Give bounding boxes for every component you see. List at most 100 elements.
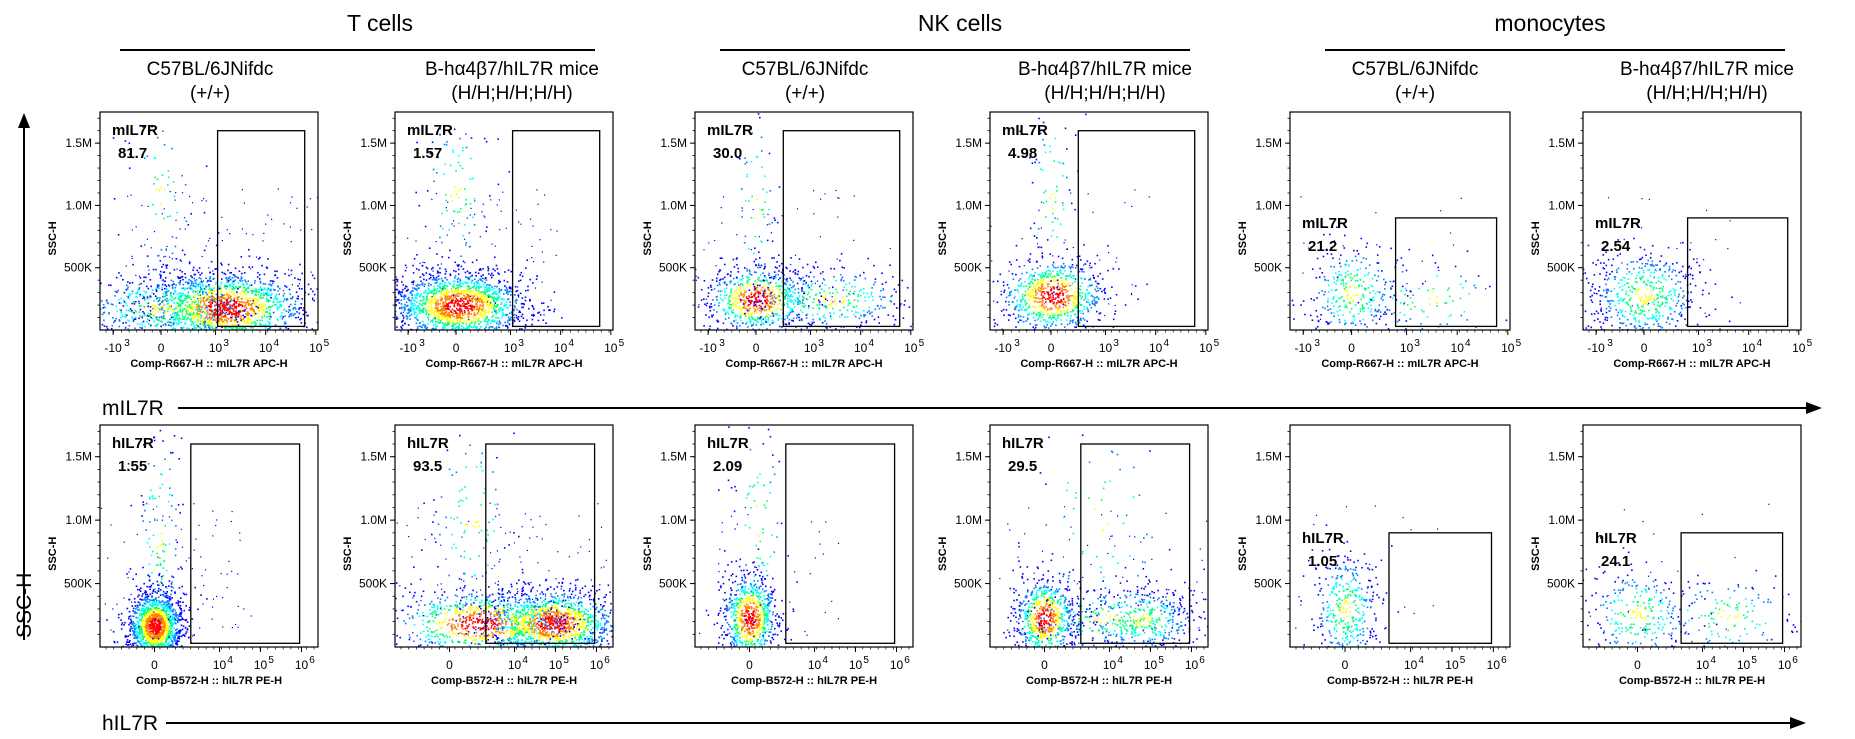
event-dot [475, 299, 478, 301]
event-dot [237, 277, 239, 279]
event-dot [195, 300, 197, 303]
event-dot [151, 292, 154, 294]
event-dot [227, 313, 229, 315]
event-dot [403, 296, 406, 298]
event-dot [181, 293, 183, 296]
event-dot [448, 311, 451, 314]
event-dot [498, 296, 501, 298]
event-dot [201, 283, 204, 286]
event-dot [479, 236, 481, 238]
event-dot [417, 304, 420, 307]
event-dot [156, 297, 159, 299]
event-dot [245, 281, 247, 283]
event-dot [141, 321, 143, 324]
event-dot [394, 332, 396, 334]
event-dot [466, 303, 468, 305]
event-dot [257, 304, 260, 306]
event-dot [290, 315, 293, 317]
event-dot [263, 288, 265, 291]
event-dot [173, 302, 175, 304]
event-dot [473, 305, 475, 308]
event-dot [171, 287, 174, 290]
event-dot [477, 272, 480, 274]
event-dot [218, 318, 220, 321]
event-dot [404, 285, 407, 288]
event-dot [200, 316, 203, 318]
event-dot [453, 128, 456, 131]
event-dot [391, 299, 393, 301]
y-axis-title: SSC-H [342, 221, 354, 255]
event-dot [439, 320, 442, 323]
event-dot [471, 341, 473, 343]
event-dot [459, 304, 461, 307]
event-dot [383, 282, 385, 284]
event-dot [504, 271, 506, 273]
event-dot [539, 239, 541, 241]
event-dot [448, 308, 451, 311]
event-dot [155, 308, 157, 311]
event-dot [459, 338, 461, 340]
event-dot [520, 271, 523, 274]
event-dot [267, 315, 270, 318]
event-dot [288, 288, 291, 291]
event-dot [198, 267, 201, 269]
event-dot [383, 316, 385, 318]
event-dot [457, 189, 460, 192]
event-dot [491, 326, 494, 328]
event-dot [201, 323, 204, 325]
event-dot [155, 288, 158, 291]
event-dot [536, 189, 538, 191]
event-dot [221, 316, 224, 318]
event-dot [445, 310, 448, 313]
event-dot [800, 318, 803, 320]
y-tick-label: 1.5M [65, 136, 92, 150]
event-dot [742, 306, 745, 309]
event-dot [479, 298, 481, 300]
event-dot [532, 282, 534, 284]
event-dot [131, 255, 133, 257]
event-dot [711, 279, 714, 281]
event-dot [207, 297, 209, 300]
event-dot [464, 331, 466, 333]
event-dot [477, 317, 480, 319]
event-dot [181, 271, 183, 273]
event-dot [455, 326, 458, 329]
event-dot [275, 304, 278, 306]
event-dot [171, 236, 174, 238]
event-dot [221, 310, 223, 312]
event-dot [747, 326, 749, 328]
event-dot [404, 303, 406, 306]
event-dot [227, 333, 229, 335]
event-dot [375, 331, 377, 333]
event-dot [259, 286, 262, 289]
event-dot [749, 312, 751, 315]
event-dot [215, 293, 218, 296]
event-dot [428, 309, 430, 312]
event-dot [262, 288, 264, 291]
event-dot [227, 289, 230, 292]
event-dot [443, 286, 446, 289]
event-dot [439, 314, 442, 316]
event-dot [468, 350, 470, 352]
x-tick-label: -10 [104, 341, 122, 355]
event-dot [440, 333, 442, 335]
event-dot [208, 326, 210, 329]
event-dot [786, 267, 788, 270]
event-dot [719, 279, 721, 282]
event-dot [461, 299, 464, 302]
event-dot [402, 288, 404, 291]
event-dot [734, 316, 736, 319]
event-dot [432, 266, 434, 269]
event-dot [488, 305, 490, 307]
event-dot [731, 310, 733, 313]
event-dot [233, 339, 235, 341]
event-dot [757, 289, 759, 292]
event-dot [427, 287, 430, 290]
event-dot [416, 318, 418, 321]
event-dot [220, 262, 222, 265]
event-dot [410, 291, 412, 293]
event-dot [225, 277, 227, 279]
event-dot [134, 309, 136, 312]
event-dot [439, 225, 442, 227]
event-dot [195, 287, 197, 289]
